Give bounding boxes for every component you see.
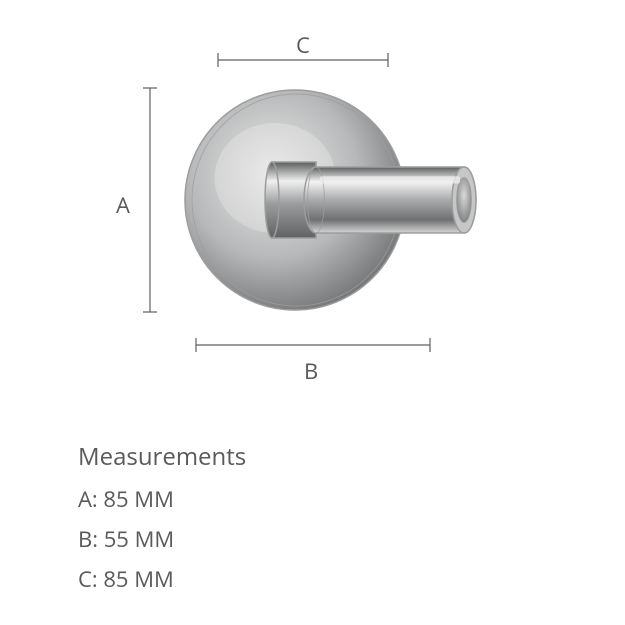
diagram-stage: A B C Measurements A: 85 MMB: 55 MMC: 85… xyxy=(0,0,625,625)
dimension-lines xyxy=(0,0,625,625)
